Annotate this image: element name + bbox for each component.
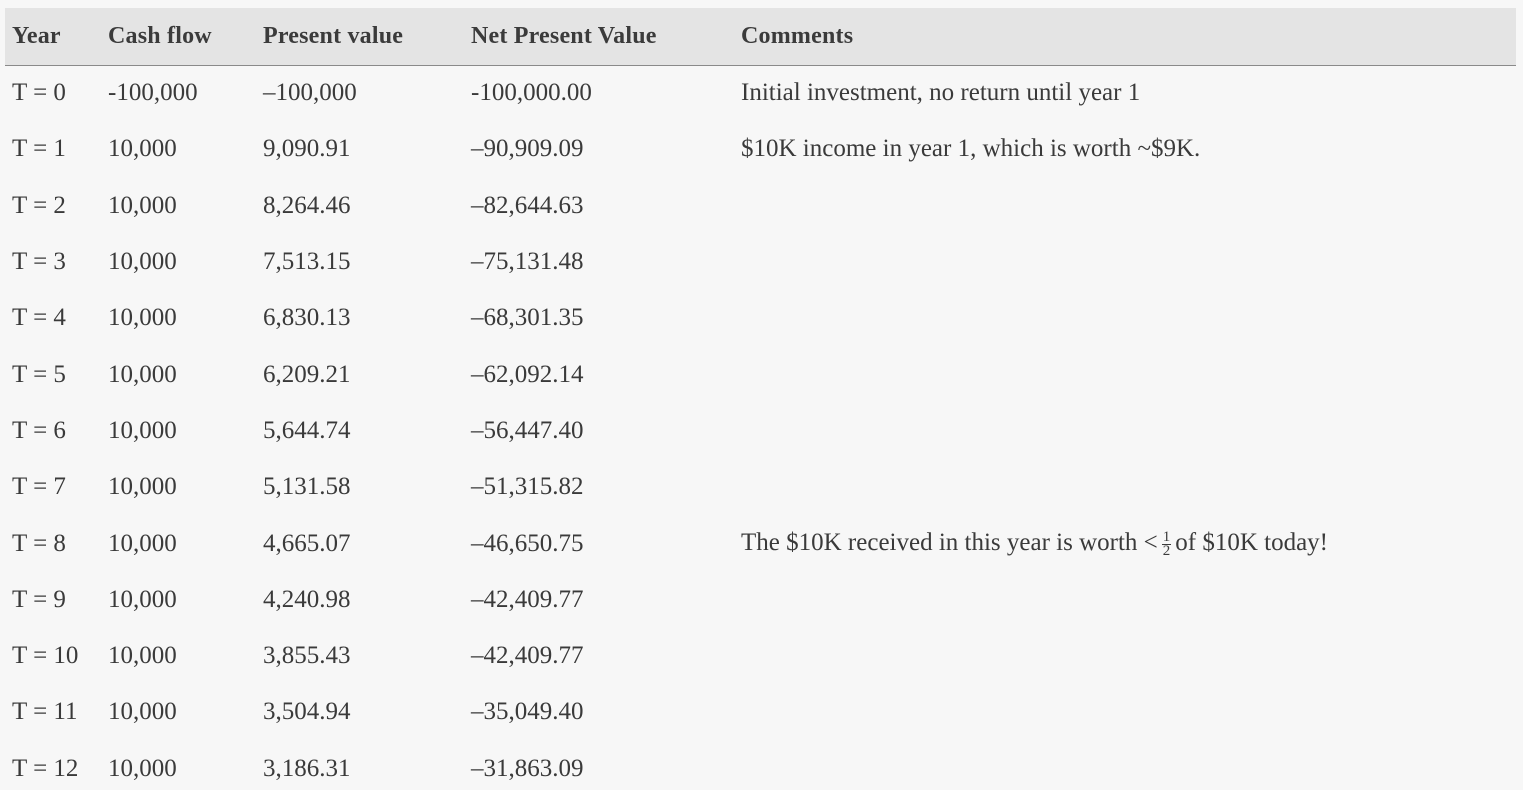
cell-comment [734, 628, 1516, 684]
cell-comment [734, 178, 1516, 234]
cell-comment [734, 572, 1516, 628]
header-comments: Comments [734, 8, 1516, 66]
cell-year: T = 2 [12, 191, 66, 219]
cell-year: T = 12 [12, 754, 79, 782]
cell-comment [734, 684, 1516, 740]
cell-year: T = 10 [12, 642, 79, 670]
cell-net-present-value: –42,409.77 [471, 642, 584, 670]
cell-present-value: 5,644.74 [263, 416, 351, 444]
npv-table-container: Year Cash flow Present value Net Present… [5, 8, 1516, 790]
cell-present-value: –100,000 [263, 79, 357, 107]
cell-present-value: 9,090.91 [263, 135, 351, 163]
cell-net-present-value: –35,049.40 [471, 698, 584, 726]
table-row: T = 2 10,000 8,264.46 –82,644.63 [5, 178, 1516, 234]
cell-net-present-value: –51,315.82 [471, 473, 584, 501]
fraction-denominator: 2 [1162, 542, 1171, 559]
cell-present-value: 4,665.07 [263, 529, 351, 557]
cell-year: T = 1 [12, 135, 66, 163]
cell-net-present-value: –68,301.35 [471, 304, 584, 332]
cell-present-value: 3,186.31 [263, 754, 351, 782]
cell-cash-flow: 10,000 [108, 585, 177, 613]
table-row: T = 8 10,000 4,665.07 –46,650.75 The $10… [5, 515, 1516, 571]
comment-text: The $10K received in this year is worth … [741, 529, 1158, 557]
cell-cash-flow: 10,000 [108, 360, 177, 388]
cell-present-value: 3,504.94 [263, 698, 351, 726]
table-body: T = 0 -100,000 –100,000 -100,000.00 Init… [5, 65, 1516, 790]
cell-year: T = 11 [12, 698, 78, 726]
table-row: T = 10 10,000 3,855.43 –42,409.77 [5, 628, 1516, 684]
cell-cash-flow: 10,000 [108, 135, 177, 163]
cell-comment: $10K income in year 1, which is worth ~$… [741, 135, 1201, 163]
npv-table: Year Cash flow Present value Net Present… [5, 8, 1516, 790]
header-cash-flow: Cash flow [101, 8, 256, 66]
cell-comment [734, 403, 1516, 459]
cell-year: T = 6 [12, 416, 66, 444]
table-row: T = 11 10,000 3,504.94 –35,049.40 [5, 684, 1516, 740]
cell-cash-flow: -100,000 [108, 79, 198, 107]
cell-cash-flow: 10,000 [108, 416, 177, 444]
cell-year: T = 8 [12, 529, 66, 557]
cell-year: T = 3 [12, 248, 66, 276]
cell-net-present-value: -100,000.00 [471, 79, 592, 107]
cell-cash-flow: 10,000 [108, 473, 177, 501]
table-header: Year Cash flow Present value Net Present… [5, 8, 1516, 66]
cell-present-value: 5,131.58 [263, 473, 351, 501]
header-present-value: Present value [256, 8, 464, 66]
cell-present-value: 4,240.98 [263, 585, 351, 613]
cell-present-value: 6,830.13 [263, 304, 351, 332]
table-row: T = 9 10,000 4,240.98 –42,409.77 [5, 572, 1516, 628]
cell-comment [734, 346, 1516, 402]
table-row: T = 6 10,000 5,644.74 –56,447.40 [5, 403, 1516, 459]
table-row: T = 12 10,000 3,186.31 –31,863.09 [5, 741, 1516, 790]
cell-cash-flow: 10,000 [108, 642, 177, 670]
cell-cash-flow: 10,000 [108, 191, 177, 219]
table-row: T = 3 10,000 7,513.15 –75,131.48 [5, 234, 1516, 290]
comment-text-suffix: of $10K today! [1175, 529, 1329, 557]
table-row: T = 1 10,000 9,090.91 –90,909.09 $10K in… [5, 121, 1516, 177]
header-row: Year Cash flow Present value Net Present… [5, 8, 1516, 66]
cell-net-present-value: –31,863.09 [471, 754, 584, 782]
cell-year: T = 4 [12, 304, 66, 332]
cell-net-present-value: –62,092.14 [471, 360, 584, 388]
cell-year: T = 0 [12, 79, 66, 107]
cell-net-present-value: –82,644.63 [471, 191, 584, 219]
cell-net-present-value: –42,409.77 [471, 585, 584, 613]
table-row: T = 5 10,000 6,209.21 –62,092.14 [5, 346, 1516, 402]
cell-year: T = 7 [12, 473, 66, 501]
cell-cash-flow: 10,000 [108, 248, 177, 276]
cell-comment [734, 741, 1516, 790]
cell-cash-flow: 10,000 [108, 304, 177, 332]
cell-comment [734, 290, 1516, 346]
cell-net-present-value: –56,447.40 [471, 416, 584, 444]
table-row: T = 4 10,000 6,830.13 –68,301.35 [5, 290, 1516, 346]
cell-comment: The $10K received in this year is worth … [734, 515, 1516, 571]
cell-year: T = 5 [12, 360, 66, 388]
cell-comment: Initial investment, no return until year… [741, 79, 1141, 107]
cell-cash-flow: 10,000 [108, 529, 177, 557]
header-year: Year [5, 8, 101, 66]
table-row: T = 7 10,000 5,131.58 –51,315.82 [5, 459, 1516, 515]
cell-year: T = 9 [12, 585, 66, 613]
cell-cash-flow: 10,000 [108, 698, 177, 726]
header-net-present-value: Net Present Value [464, 8, 734, 66]
cell-cash-flow: 10,000 [108, 754, 177, 782]
cell-present-value: 6,209.21 [263, 360, 351, 388]
cell-present-value: 7,513.15 [263, 248, 351, 276]
cell-present-value: 3,855.43 [263, 642, 351, 670]
cell-net-present-value: –46,650.75 [471, 529, 584, 557]
fraction-numerator: 1 [1161, 528, 1172, 545]
cell-net-present-value: –90,909.09 [471, 135, 584, 163]
cell-comment [734, 459, 1516, 515]
cell-present-value: 8,264.46 [263, 191, 351, 219]
cell-net-present-value: –75,131.48 [471, 248, 584, 276]
cell-comment [734, 234, 1516, 290]
table-row: T = 0 -100,000 –100,000 -100,000.00 Init… [5, 65, 1516, 121]
